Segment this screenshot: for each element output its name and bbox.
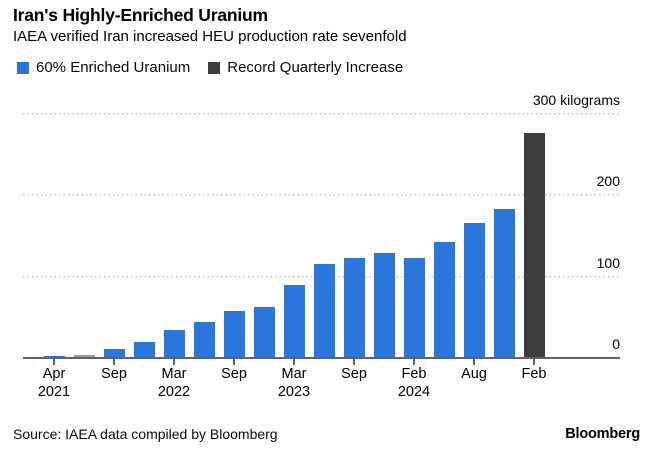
y-axis-label-200: 200 [596, 173, 620, 189]
y-axis-label-300: 300 kilograms [532, 92, 620, 108]
legend-item-enriched-uranium: 60% Enriched Uranium [17, 59, 190, 76]
legend-item-record-increase: Record Quarterly Increase [208, 59, 403, 76]
x-tick-mark [353, 359, 355, 365]
x-tick-mark [413, 359, 415, 365]
x-tick-mark [533, 359, 535, 365]
x-tick-mark [233, 359, 235, 365]
x-axis-label-feb: Feb [521, 366, 547, 382]
x-tick-mark [53, 359, 55, 365]
legend-label: Record Quarterly Increase [227, 59, 404, 76]
bar-mar-2023 [284, 285, 305, 357]
gridline-300 [23, 113, 620, 115]
bar-period-12 [374, 253, 395, 357]
y-axis-label-0: 0 [612, 336, 620, 352]
x-axis-label-mar-2023: Mar 2023 [277, 366, 311, 400]
x-axis-label-aug: Aug [461, 366, 487, 382]
bar-feb-2024 [404, 258, 425, 357]
gridline-200 [23, 194, 620, 196]
bar-sep [104, 349, 125, 357]
x-tick-mark [473, 359, 475, 365]
bar-apr-2021 [44, 356, 65, 357]
legend-label: 60% Enriched Uranium [36, 59, 191, 76]
bar-period-2 [74, 355, 95, 357]
x-tick-mark [113, 359, 115, 365]
source-credit: Source: IAEA data compiled by Bloomberg [13, 426, 278, 442]
bar-feb [524, 133, 545, 357]
x-tick-mark [293, 359, 295, 365]
x-axis-label-sep: Sep [221, 366, 247, 382]
bar-period-6 [194, 322, 215, 357]
y-axis-label-100: 100 [596, 255, 620, 271]
x-axis-label-sep: Sep [101, 366, 127, 382]
legend-swatch-dark-icon [208, 61, 221, 74]
x-axis-baseline [23, 357, 620, 359]
bar-period-14 [434, 242, 455, 357]
chart-title: Iran's Highly-Enriched Uranium [13, 5, 268, 25]
x-axis-label-feb-2024: Feb 2024 [397, 366, 431, 400]
bar-period-10 [314, 264, 335, 357]
x-tick-mark [173, 359, 175, 365]
legend: 60% Enriched Uranium Record Quarterly In… [17, 59, 403, 76]
bar-period-4 [134, 342, 155, 357]
bar-period-8 [254, 307, 275, 357]
x-axis-label-mar-2022: Mar 2022 [157, 366, 191, 400]
bloomberg-logo: Bloomberg [565, 426, 640, 442]
legend-swatch-blue-icon [17, 61, 29, 74]
bar-sep [344, 258, 365, 357]
bar-period-16 [494, 209, 515, 357]
x-axis-label-sep: Sep [341, 366, 367, 382]
bar-sep [224, 311, 245, 357]
chart-subtitle: IAEA verified Iran increased HEU product… [13, 28, 407, 45]
bar-mar-2022 [164, 330, 185, 357]
x-axis-label-apr-2021: Apr 2021 [37, 366, 71, 400]
bar-aug [464, 223, 485, 357]
